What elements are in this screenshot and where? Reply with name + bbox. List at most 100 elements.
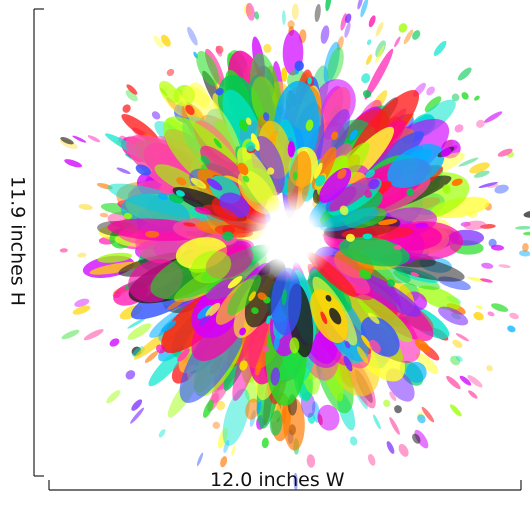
burst-petal <box>426 86 435 96</box>
burst-petal <box>373 414 381 430</box>
burst-petal <box>463 220 487 230</box>
burst-petal <box>491 244 504 251</box>
burst-petal <box>329 175 377 211</box>
burst-petal <box>364 190 372 199</box>
burst-petal <box>361 335 373 350</box>
burst-petal <box>364 48 394 100</box>
burst-petal <box>358 269 372 280</box>
burst-petal <box>64 159 82 168</box>
burst-petal <box>410 272 420 277</box>
color-burst-artwork <box>59 0 530 491</box>
burst-petal <box>415 352 439 375</box>
burst-petal <box>454 124 464 133</box>
burst-petal <box>484 111 503 123</box>
burst-petal <box>127 323 152 340</box>
burst-petal <box>250 133 260 151</box>
burst-petal <box>498 264 511 269</box>
burst-petal <box>451 93 460 102</box>
burst-petal <box>72 135 87 143</box>
burst-petal <box>159 184 172 195</box>
burst-petal <box>389 391 397 402</box>
burst-petal <box>74 298 90 307</box>
burst-petal <box>345 233 355 242</box>
burst-petal <box>509 312 519 320</box>
burst-petal <box>99 212 109 218</box>
burst-petal <box>494 184 509 194</box>
burst-petal <box>368 312 380 324</box>
burst-petal <box>344 22 351 38</box>
burst-petal <box>125 90 138 102</box>
burst-petal <box>161 320 177 333</box>
burst-petal <box>125 370 136 380</box>
burst-petal <box>327 47 344 82</box>
burst-petal <box>497 148 513 157</box>
burst-petal <box>394 405 402 414</box>
burst-petal <box>406 188 415 196</box>
burst-petal <box>245 2 255 21</box>
burst-petal <box>231 445 236 457</box>
burst-petal <box>325 0 332 12</box>
burst-petal <box>365 169 375 179</box>
burst-petal <box>269 410 283 436</box>
burst-petal <box>223 439 230 453</box>
burst-petal <box>215 45 223 57</box>
height-dimension-line <box>33 8 44 477</box>
burst-petal <box>457 67 472 81</box>
burst-petal <box>263 43 272 53</box>
burst-petal <box>248 291 256 302</box>
burst-petal <box>197 305 213 319</box>
burst-petal <box>158 192 168 201</box>
burst-petal <box>313 162 323 179</box>
burst-petal <box>345 13 352 24</box>
burst-petal <box>461 92 469 100</box>
burst-petal <box>123 212 133 220</box>
burst-petal <box>357 294 413 343</box>
burst-petal <box>315 174 326 187</box>
burst-petal <box>166 68 175 76</box>
burst-petal <box>316 270 352 312</box>
burst-petal <box>362 90 372 98</box>
burst-petal <box>131 399 143 411</box>
burst-petal <box>362 233 373 240</box>
burst-petal <box>239 327 247 336</box>
burst-petal <box>281 288 287 306</box>
burst-petal <box>455 355 463 362</box>
burst-petal <box>415 222 429 229</box>
burst-petal <box>343 355 353 372</box>
burst-petal <box>293 472 298 491</box>
burst-petal <box>213 138 222 149</box>
burst-petal <box>310 289 348 344</box>
burst-petal <box>451 178 463 186</box>
burst-petal <box>222 231 234 241</box>
burst-petal <box>486 365 493 372</box>
burst-petal <box>349 129 358 141</box>
burst-petal <box>239 119 248 132</box>
burst-petal <box>254 11 260 20</box>
burst-petal <box>412 433 421 444</box>
burst-petal <box>424 96 442 112</box>
burst-petal <box>255 361 262 376</box>
burst-petal <box>185 104 195 116</box>
burst-petal <box>440 147 452 157</box>
burst-petal <box>473 311 484 321</box>
burst-petal <box>245 117 252 126</box>
burst-petal <box>366 39 372 46</box>
burst-petal <box>72 305 91 315</box>
burst-petal <box>412 30 421 40</box>
burst-petal <box>356 346 369 364</box>
burst-petal <box>281 67 288 82</box>
burst-petal <box>217 427 228 449</box>
burst-petal <box>386 279 396 287</box>
burst-petal <box>442 184 451 195</box>
burst-petal <box>414 429 429 449</box>
burst-petal <box>389 417 400 435</box>
burst-petal <box>122 104 131 113</box>
burst-petal <box>320 25 330 44</box>
burst-petal <box>216 400 226 411</box>
burst-petal <box>263 112 270 121</box>
burst-petal <box>378 219 398 226</box>
burst-petal <box>245 398 260 420</box>
burst-petal <box>523 210 530 218</box>
burst-petal <box>181 85 241 164</box>
burst-petal <box>287 20 295 29</box>
